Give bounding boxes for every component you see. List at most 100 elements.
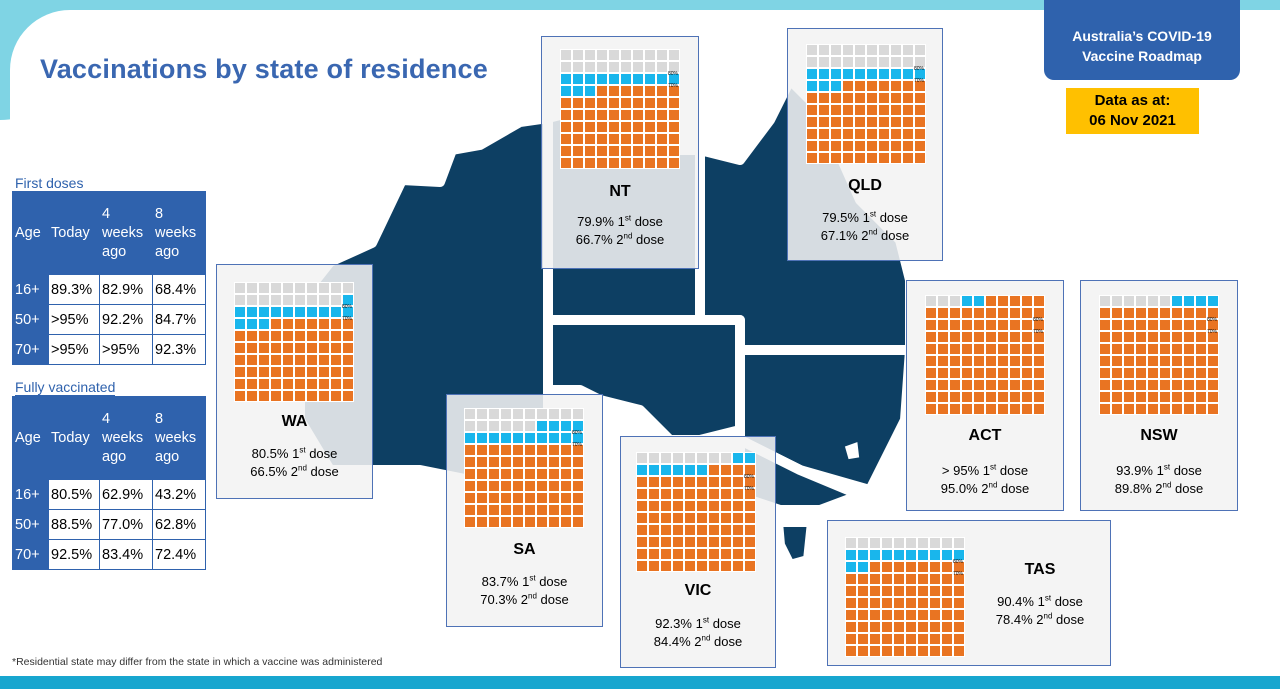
waffle-cell [656,50,668,61]
waffle-cell [632,61,644,73]
waffle-cell [696,536,708,548]
dose-line: 79.5% 1st dose [788,209,942,227]
state-name: NT [609,183,631,200]
waffle-cell [973,343,985,355]
waffle-cell [902,80,914,92]
waffle-cell [536,456,548,468]
waffle-cell [866,128,878,140]
waffle-cell [866,116,878,128]
waffle-cell [560,480,572,492]
waffle-cell [465,420,476,432]
waffle-cell [1123,379,1135,391]
waffle-cell [953,645,964,656]
waffle-cell [1021,367,1033,379]
waffle-cell [1021,319,1033,331]
waffle-cell [1100,355,1111,367]
dose-number: 2 [1155,481,1163,496]
waffle-cell [866,92,878,104]
waffle-cell [842,104,854,116]
waffle-cell [854,80,866,92]
waffle-cell [720,500,732,512]
waffle-cell [941,561,953,573]
waffle-cell [857,538,869,549]
waffle-cell [524,492,536,504]
value-cell: 92.3% [152,334,206,365]
waffle-cell [512,516,524,527]
waffle-cell [561,85,572,97]
waffle-cell [632,85,644,97]
waffle-cell [1033,403,1044,414]
dose-ordinal: nd [868,227,878,237]
column-header: Age [12,396,49,480]
waffle-cell [246,294,258,306]
waffle-cell [1123,355,1135,367]
waffle-cell [660,488,672,500]
waffle-cell [1009,296,1021,307]
waffle-cell [330,306,342,318]
waffle-cell [929,597,941,609]
waffle-cell [644,97,656,109]
waffle-cell [330,294,342,306]
waffle-cell [1135,403,1147,414]
waffle-cell [961,367,973,379]
tick-80: 80% [914,66,925,72]
waffle-cell [572,73,584,85]
waffle-cell [708,560,720,571]
dose-ordinal: nd [298,463,307,473]
waffle-cell [306,354,318,366]
waffle-cell [637,476,648,488]
age-cell: 50+ [12,509,49,540]
tick-80: 80% [953,559,964,565]
waffle-cell [720,524,732,536]
waffle-cell [985,367,997,379]
waffle-cell [708,500,720,512]
waffle-cell [854,45,866,56]
waffle-cell [330,366,342,378]
waffle-cell [818,116,830,128]
waffle-cell [560,456,572,468]
waffle-cell [953,538,964,549]
waffle-cell [881,549,893,561]
waffle-cell [830,68,842,80]
waffle-grid [1099,295,1219,415]
value-cell: 68.4% [152,274,206,305]
dose-ordinal: nd [1162,480,1172,490]
waffle-cell [668,133,679,145]
dose-value: 79.9% [577,214,614,229]
waffle-cell [644,61,656,73]
waffle-cell [893,538,905,549]
waffle-cell [561,97,572,109]
waffle-cell [1021,343,1033,355]
waffle-cell [869,633,881,645]
waffle-cell [561,145,572,157]
waffle-cell [1171,343,1183,355]
waffle-cell [660,560,672,571]
waffle-cell [830,140,842,152]
waffle-cell [500,444,512,456]
waffle-cell [476,444,488,456]
waffle-cell [524,468,536,480]
waffle-cell [294,330,306,342]
waffle-cell [1100,379,1111,391]
waffle-cell [660,500,672,512]
waffle-cell [1123,391,1135,403]
waffle-cell [1171,403,1183,414]
waffle-cell [881,561,893,573]
table-row: 50+ 88.5% 77.0% 62.8% [12,509,206,540]
dose-value: 66.7% [575,232,613,247]
waffle-cell [949,331,961,343]
waffle-cell [1100,367,1111,379]
waffle-cell [644,157,656,168]
waffle-cell [294,294,306,306]
waffle-cell [893,645,905,656]
dose-stats: 83.7% 1st dose 70.3% 2nd dose [447,573,602,609]
tick-70: 70% [744,486,755,492]
waffle-cell [1195,355,1207,367]
waffle-cell [282,283,294,294]
waffle-cell [1135,296,1147,307]
waffle-cell [1195,391,1207,403]
waffle-cell [997,391,1009,403]
waffle-cell [1147,331,1159,343]
waffle-cell [818,80,830,92]
waffle-cell [644,145,656,157]
